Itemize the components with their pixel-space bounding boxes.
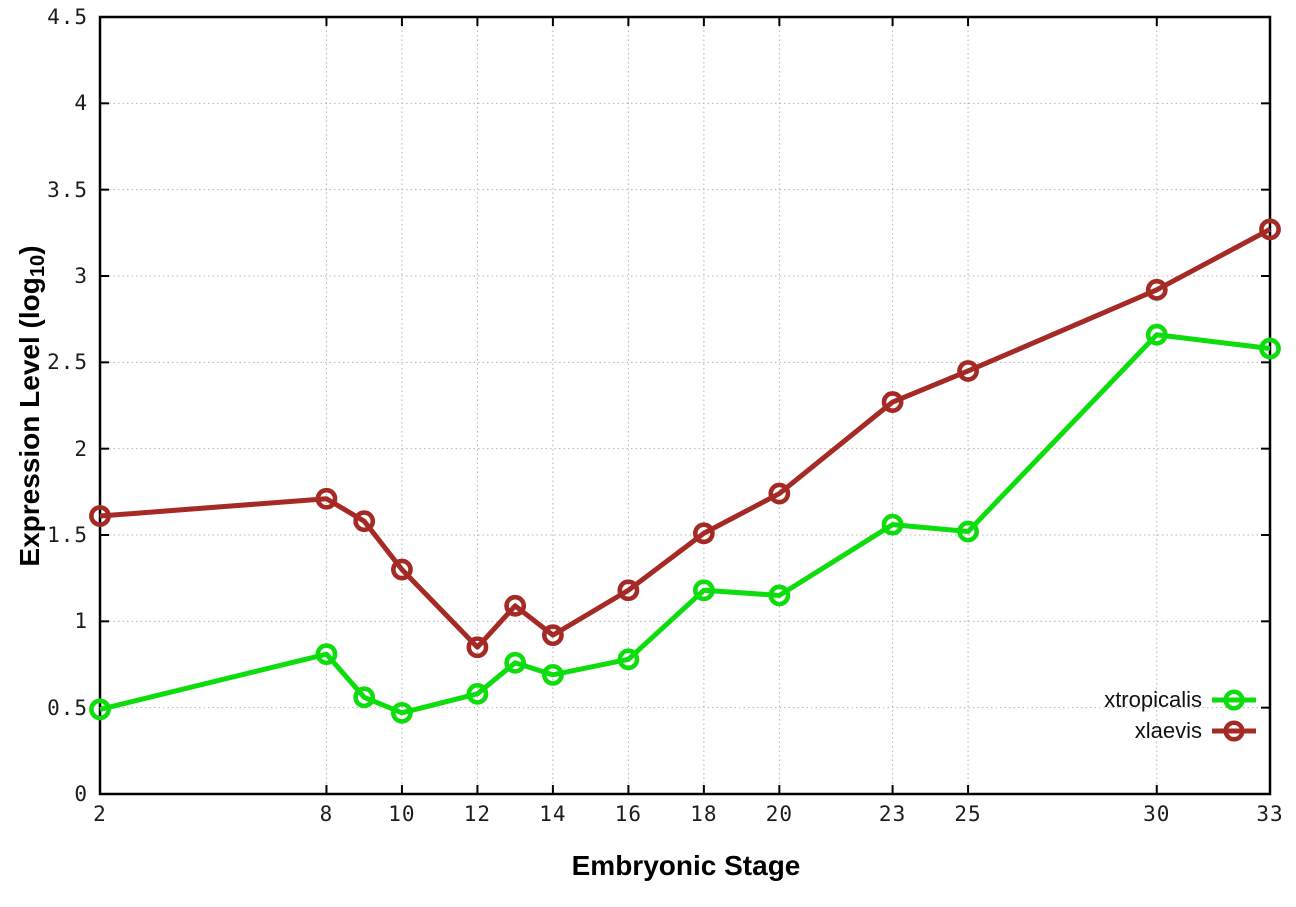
data-point-xlaevis-20 — [768, 482, 791, 505]
data-point-xlaevis-25 — [957, 360, 979, 382]
y-tick-label-3: 3 — [74, 264, 88, 288]
y-tick-label-2.5: 2.5 — [47, 350, 88, 375]
data-point-xlaevis-23 — [881, 391, 904, 413]
data-point-xtropicalis-2 — [89, 698, 111, 721]
data-point-xtropicalis-13 — [504, 651, 527, 674]
y-tick-label-4.5: 4.5 — [47, 5, 88, 29]
x-tick-label-33: 33 — [1256, 802, 1284, 826]
data-point-xlaevis-9 — [353, 510, 376, 533]
data-point-xtropicalis-12 — [466, 682, 489, 705]
data-point-xtropicalis-8 — [315, 643, 338, 666]
x-tick-label-30: 30 — [1143, 802, 1171, 826]
data-point-xlaevis-8 — [315, 487, 338, 510]
legend-marker-icon — [1212, 720, 1256, 742]
legend-marker-icon — [1212, 689, 1256, 711]
data-point-xlaevis-14 — [542, 624, 564, 647]
x-tick-label-16: 16 — [614, 802, 643, 826]
data-point-xlaevis-18 — [692, 522, 715, 545]
x-tick-label-12: 12 — [463, 802, 492, 826]
data-point-xlaevis-30 — [1145, 278, 1168, 301]
plot-border — [98, 15, 1272, 796]
x-tick-label-20: 20 — [765, 802, 793, 826]
data-point-xtropicalis-14 — [542, 663, 564, 686]
x-axis-label: Embryonic Stage — [571, 850, 801, 881]
data-point-xtropicalis-23 — [881, 513, 904, 536]
legend-item-xtropicalis: xtropicalis — [1104, 687, 1257, 713]
y-axis-label: Expression Level (log10) — [14, 245, 50, 566]
x-tick-label-10: 10 — [388, 802, 416, 826]
series-line-xlaevis — [99, 227, 1272, 650]
legend: xtropicalis xlaevis — [1104, 687, 1257, 749]
data-point-xtropicalis-30 — [1145, 323, 1168, 346]
data-point-xtropicalis-25 — [957, 520, 979, 543]
y-tick-label-0.5: 0.5 — [47, 695, 88, 720]
legend-label: xlaevis — [1134, 718, 1202, 743]
data-point-xtropicalis-18 — [692, 579, 715, 602]
x-tick-label-8: 8 — [319, 802, 334, 826]
data-point-xtropicalis-9 — [353, 686, 376, 709]
series-line-xtropicalis — [99, 332, 1271, 716]
data-point-xlaevis-2 — [89, 505, 111, 527]
y-tick-label-4: 4 — [74, 91, 88, 116]
legend-label: xtropicalis — [1104, 687, 1202, 712]
data-point-xlaevis-33 — [1259, 218, 1281, 241]
data-point-xlaevis-16 — [617, 579, 640, 602]
data-point-xtropicalis-20 — [768, 584, 791, 607]
legend-item-xlaevis: xlaevis — [1104, 718, 1257, 744]
data-point-xlaevis-10 — [391, 558, 413, 581]
x-tick-label-23: 23 — [878, 802, 907, 826]
y-axis-label-suffix: ) — [14, 245, 45, 255]
data-point-xtropicalis-16 — [617, 648, 640, 671]
y-tick-label-1.5: 1.5 — [47, 523, 88, 547]
data-point-xlaevis-12 — [466, 636, 489, 659]
y-axis-label-text: Expression Level (log — [14, 277, 45, 567]
data-point-xlaevis-13 — [504, 594, 527, 617]
x-tick-label-14: 14 — [539, 802, 567, 826]
x-tick-label-18: 18 — [690, 802, 718, 826]
x-tick-label-25: 25 — [954, 802, 982, 826]
data-point-xtropicalis-33 — [1259, 337, 1281, 360]
y-tick-label-3.5: 3.5 — [47, 177, 88, 202]
data-point-xtropicalis-10 — [391, 701, 413, 724]
y-tick-label-0: 0 — [74, 782, 88, 806]
y-axis-label-subscript: 10 — [27, 254, 49, 278]
x-tick-label-2: 2 — [93, 802, 107, 826]
y-tick-label-2: 2 — [74, 436, 88, 461]
y-tick-label-1: 1 — [74, 609, 88, 634]
